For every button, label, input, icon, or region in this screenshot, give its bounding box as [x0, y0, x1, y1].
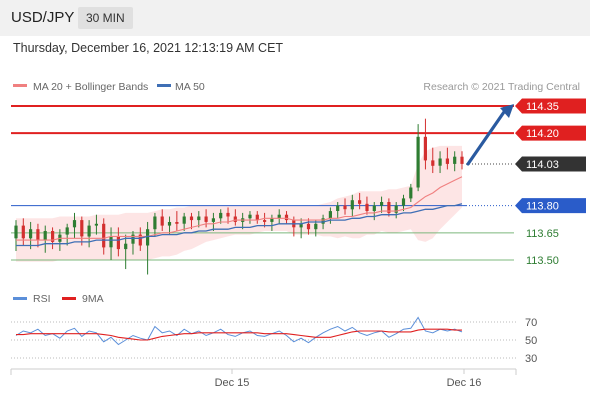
candle-body	[167, 222, 172, 226]
candle-body	[328, 211, 332, 219]
candle-body	[138, 234, 142, 246]
credit-label: Research © 2021 Trading Central	[423, 81, 580, 93]
candle-body	[36, 229, 40, 241]
candle-body	[124, 243, 128, 250]
candle-body	[306, 223, 311, 230]
candle-body	[263, 220, 267, 222]
bollinger-band-area	[16, 145, 462, 262]
candle-body	[321, 218, 325, 224]
chart-datetime: Thursday, December 16, 2021 12:13:19 AM …	[13, 41, 284, 55]
candle-body	[146, 229, 150, 246]
candle-body	[358, 200, 362, 204]
rsi-tick-label: 50	[525, 335, 537, 347]
candle-body	[109, 236, 113, 248]
candle-body	[189, 216, 194, 221]
candle-body	[394, 205, 398, 213]
candle-body	[197, 216, 201, 221]
candle-body	[416, 136, 420, 188]
level-label-resistance: 114.20	[526, 128, 559, 140]
candle-body	[102, 223, 106, 248]
candle-body	[204, 216, 208, 222]
candle-body	[299, 223, 303, 228]
candle-body	[314, 223, 318, 230]
candle-body	[284, 214, 289, 221]
candle-body	[380, 202, 384, 206]
rsi-tick-label: 30	[525, 353, 537, 365]
candle-body	[270, 218, 274, 222]
rsi-legend-swatch	[13, 297, 27, 300]
level-label-box	[515, 98, 586, 114]
candle-body	[277, 214, 281, 219]
level-label-last: 114.03	[526, 159, 559, 171]
ma50-legend-label: MA 50	[175, 81, 205, 93]
candle-body	[343, 205, 347, 210]
candle-body	[445, 158, 449, 164]
header-bar: USD/JPY 30 MIN	[0, 0, 590, 36]
level-label-pivot: 113.80	[526, 201, 559, 213]
candle-body	[116, 236, 120, 250]
candle-body	[211, 218, 215, 222]
candle-body	[460, 156, 464, 164]
candle-body	[350, 200, 354, 210]
candle-body	[29, 229, 33, 239]
candle-body	[72, 220, 77, 228]
candle-body	[438, 158, 442, 166]
timeframe-badge[interactable]: 30 MIN	[78, 7, 133, 29]
candle-body	[372, 205, 376, 211]
candle-body	[336, 205, 340, 211]
ma50-legend-swatch	[157, 84, 171, 87]
candle-body	[233, 216, 237, 222]
candle-body	[365, 203, 369, 211]
candle-body	[94, 223, 98, 226]
candle-body	[153, 216, 157, 230]
level-label-resistance: 114.35	[526, 101, 559, 113]
ma9-legend-label: 9MA	[82, 293, 104, 305]
candle-body	[21, 225, 25, 239]
currency-pair-title: USD/JPY	[11, 9, 75, 26]
candle-body	[182, 216, 186, 224]
candle-body	[219, 212, 223, 219]
candle-body	[423, 136, 427, 161]
time-axis-label: Dec 16	[447, 377, 482, 389]
rsi-legend-label: RSI	[33, 293, 51, 305]
ma50-line	[16, 203, 463, 247]
candle-body	[87, 225, 91, 237]
rsi-tick-label: 70	[525, 317, 537, 329]
ma20-legend-swatch	[13, 84, 27, 87]
candle-body	[14, 225, 18, 239]
candle-body	[65, 227, 69, 235]
candle-body	[160, 216, 164, 226]
candle-body	[51, 231, 55, 242]
candle-body	[175, 222, 179, 224]
forecast-arrow-head	[500, 104, 514, 118]
ma20-legend-label: MA 20 + Bollinger Bands	[33, 81, 148, 93]
candle-body	[431, 160, 435, 166]
candle-body	[248, 214, 252, 219]
candle-body	[387, 202, 391, 213]
candle-body	[255, 214, 259, 221]
forecast-arrow-shaft	[466, 110, 506, 166]
candle-body	[43, 231, 47, 241]
ma20-line	[16, 176, 463, 241]
time-axis-label: Dec 15	[215, 377, 250, 389]
level-label-support: 113.65	[526, 228, 559, 240]
rsi-ma9-line	[16, 328, 462, 341]
rsi-line	[15, 316, 463, 346]
level-label-box	[515, 198, 586, 214]
candle-body	[226, 212, 230, 217]
candle-body	[80, 220, 84, 237]
level-label-box	[515, 156, 586, 172]
candle-body	[409, 187, 413, 199]
candle-body	[131, 234, 135, 244]
candle-body	[453, 156, 457, 164]
candle-body	[401, 198, 406, 206]
level-label-box	[515, 125, 586, 141]
ma9-legend-swatch	[62, 297, 76, 300]
level-label-support: 113.50	[526, 255, 559, 267]
